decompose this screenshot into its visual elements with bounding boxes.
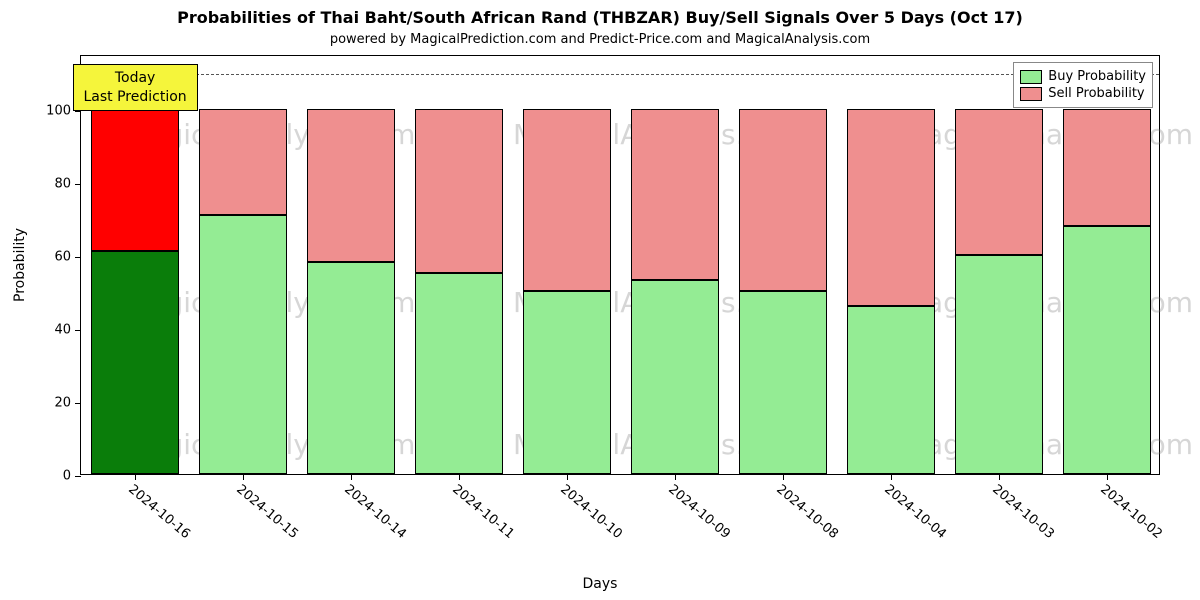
y-tick: [75, 403, 81, 404]
sell-bar: [631, 109, 720, 281]
legend-swatch: [1020, 70, 1042, 84]
bar-group: [415, 109, 504, 474]
buy-bar: [523, 291, 612, 474]
sell-bar: [307, 109, 396, 262]
today-annotation-line: Last Prediction: [84, 88, 187, 106]
x-tick-label: 2024-10-16: [125, 482, 193, 542]
x-tick-label: 2024-10-14: [341, 482, 409, 542]
y-tick-label: 80: [54, 176, 71, 191]
bar-group: [847, 109, 936, 474]
buy-bar: [1063, 226, 1152, 474]
x-tick-label: 2024-10-03: [989, 482, 1057, 542]
y-tick-label: 100: [46, 103, 71, 118]
y-tick: [75, 476, 81, 477]
legend-swatch: [1020, 87, 1042, 101]
legend-item: Buy Probability: [1020, 69, 1146, 84]
bar-group: [955, 109, 1044, 474]
buy-bar: [955, 255, 1044, 474]
sell-bar: [955, 109, 1044, 255]
threshold-line: [81, 74, 1159, 75]
x-tick-label: 2024-10-09: [665, 482, 733, 542]
buy-bar: [199, 215, 288, 474]
y-tick-label: 20: [54, 395, 71, 410]
sell-bar: [847, 109, 936, 306]
plot-area: MagicalAnalysis.comMagicalAnalysis.comMa…: [80, 55, 1160, 475]
x-tick-label: 2024-10-08: [773, 482, 841, 542]
today-annotation: TodayLast Prediction: [73, 64, 198, 110]
bar-group: [523, 109, 612, 474]
x-tick-label: 2024-10-15: [233, 482, 301, 542]
sell-bar: [1063, 109, 1152, 226]
buy-bar: [631, 280, 720, 474]
y-tick: [75, 330, 81, 331]
bar-group: [739, 109, 828, 474]
bar-group: [199, 109, 288, 474]
x-tick-label: 2024-10-02: [1097, 482, 1165, 542]
sell-bar: [739, 109, 828, 292]
sell-bar: [199, 109, 288, 215]
x-tick-label: 2024-10-11: [449, 482, 517, 542]
bar-group: [631, 109, 720, 474]
chart-title: Probabilities of Thai Baht/South African…: [0, 8, 1200, 27]
y-tick: [75, 111, 81, 112]
sell-bar: [523, 109, 612, 292]
today-annotation-line: Today: [84, 69, 187, 87]
legend: Buy Probability Sell Probability: [1013, 62, 1153, 108]
buy-bar: [415, 273, 504, 474]
y-tick: [75, 257, 81, 258]
y-tick-label: 40: [54, 322, 71, 337]
sell-bar: [415, 109, 504, 273]
legend-item: Sell Probability: [1020, 86, 1146, 101]
x-axis-label: Days: [0, 576, 1200, 592]
x-tick-label: 2024-10-10: [557, 482, 625, 542]
legend-label: Buy Probability: [1048, 69, 1146, 84]
legend-label: Sell Probability: [1048, 86, 1144, 101]
buy-bar: [91, 251, 180, 474]
bar-group: [91, 109, 180, 474]
y-tick-label: 60: [54, 249, 71, 264]
bar-group: [307, 109, 396, 474]
sell-bar: [91, 109, 180, 251]
buy-bar: [739, 291, 828, 474]
chart-subtitle: powered by MagicalPrediction.com and Pre…: [0, 32, 1200, 47]
buy-bar: [847, 306, 936, 474]
buy-bar: [307, 262, 396, 474]
y-axis-label: Probability: [12, 228, 28, 302]
y-tick: [75, 184, 81, 185]
y-tick-label: 0: [63, 469, 71, 484]
chart-container: Probabilities of Thai Baht/South African…: [0, 0, 1200, 600]
bar-group: [1063, 109, 1152, 474]
x-tick-label: 2024-10-04: [881, 482, 949, 542]
